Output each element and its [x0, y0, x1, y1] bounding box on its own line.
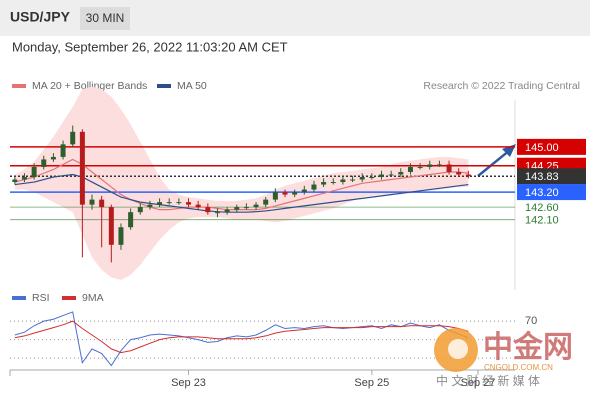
- candle-body: [79, 131, 85, 205]
- candle-body: [436, 164, 442, 166]
- legend-label: MA 50: [177, 80, 207, 92]
- rsi-line: [14, 311, 469, 367]
- candle-body: [311, 184, 317, 190]
- candle-body: [157, 202, 163, 205]
- candle-body: [340, 179, 346, 183]
- candle-body: [118, 227, 124, 245]
- candle-body: [224, 209, 230, 213]
- candle-body: [41, 159, 47, 167]
- interval-button[interactable]: [80, 7, 130, 30]
- candle-body: [330, 182, 336, 184]
- candle-body: [263, 199, 269, 205]
- level-box: [517, 138, 586, 155]
- forecast-arrow: [477, 149, 511, 177]
- legend-label: MA 20 + Bollinger Bands: [32, 80, 147, 92]
- source: Research © 2022 Trading Central: [423, 80, 580, 92]
- candle-body: [301, 189, 307, 193]
- candle-body: [176, 202, 182, 204]
- legend-swatch: [12, 296, 26, 300]
- x-tick-label: Sep 27: [461, 377, 496, 389]
- candle-body: [427, 164, 433, 167]
- timestamp: Monday, September 26, 2022 11:03:20 AM C…: [12, 39, 288, 54]
- x-tick-label: Sep 23: [171, 377, 206, 389]
- candle-body: [234, 207, 240, 210]
- candle-body: [108, 207, 114, 245]
- ma-line: [14, 158, 469, 211]
- candle-body: [195, 204, 201, 208]
- level-box: [517, 184, 586, 201]
- level-label: 142.10: [525, 215, 559, 227]
- candle-body: [137, 207, 143, 213]
- candle-body: [99, 199, 105, 208]
- candle-body: [465, 174, 471, 177]
- level-label: 143.20: [525, 187, 559, 199]
- symbol: USD/JPY: [10, 9, 71, 25]
- candle-body: [60, 144, 66, 157]
- watermark-logo-inner: [448, 339, 468, 359]
- legend-swatch: [12, 84, 26, 88]
- watermark-slogan: 中 文 财 经 新 媒 体: [436, 373, 540, 388]
- interval-label[interactable]: 30 MIN: [86, 11, 125, 25]
- level-label: 143.83: [525, 171, 559, 183]
- rsi-line: [14, 320, 469, 354]
- candle-body: [321, 182, 327, 185]
- candle-body: [369, 177, 375, 179]
- level-label: 145.00: [525, 142, 559, 154]
- legend-swatch: [157, 84, 171, 88]
- candle-body: [205, 207, 211, 213]
- candle-body: [70, 131, 76, 145]
- candle-body: [292, 192, 298, 195]
- y-tick-label: 70: [525, 315, 537, 327]
- candle-body: [350, 179, 356, 181]
- candle-body: [12, 179, 18, 183]
- level-label: 142.60: [525, 202, 559, 214]
- candle-body: [31, 166, 37, 178]
- candle-body: [446, 164, 452, 172]
- candle-body: [388, 174, 394, 176]
- candle-body: [359, 177, 365, 180]
- x-tick-label: Sep 25: [354, 377, 389, 389]
- candle-body: [214, 212, 220, 214]
- candle-body: [89, 199, 95, 205]
- bollinger-band: [14, 86, 469, 280]
- legend-swatch: [62, 296, 76, 300]
- candle-body: [398, 171, 404, 175]
- plot-layer: MA 20 + Bollinger Bands MA 50145.00144.25…: [10, 80, 586, 389]
- candle-body: [186, 202, 192, 205]
- candle-body: [379, 174, 385, 178]
- legend-label: RSI: [32, 292, 50, 304]
- candle-body: [253, 204, 259, 208]
- candle-body: [21, 177, 27, 180]
- candle-body: [417, 166, 423, 168]
- candle-body: [50, 156, 56, 160]
- level-box: [517, 168, 586, 185]
- watermark-site: CNGOLD.COM.CN: [484, 363, 553, 372]
- candle-body: [282, 192, 288, 195]
- candle-body: [128, 212, 134, 228]
- candle-body: [243, 207, 249, 209]
- candle-body: [456, 171, 462, 175]
- watermark-name: 中金网: [483, 330, 573, 364]
- candle-body: [272, 192, 278, 200]
- ma-line: [14, 173, 469, 213]
- candle-body: [147, 204, 153, 208]
- candle-body: [407, 166, 413, 172]
- candle-body: [166, 202, 172, 204]
- legend-label: 9MA: [82, 292, 104, 304]
